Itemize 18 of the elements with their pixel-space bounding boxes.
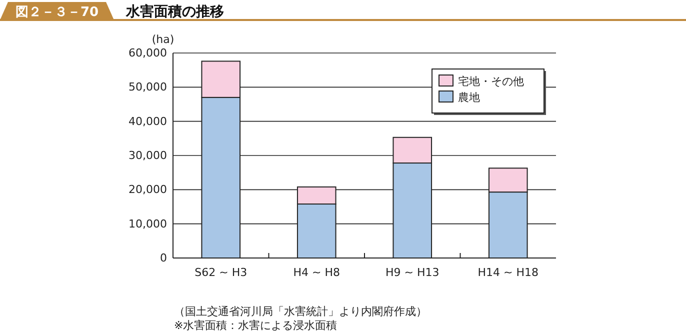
- text: 図２－３－70: [15, 5, 99, 20]
- x-tick-label: H9 ~ H13: [386, 266, 440, 279]
- text: （国土交通省河川局「水害統計」より内閣府作成）: [174, 305, 427, 318]
- y-tick-label: 10,000: [128, 217, 167, 230]
- x-tick-label: H4 ~ H8: [293, 266, 340, 279]
- x-tick-label: S62 ~ H3: [194, 266, 248, 279]
- legend-label: 農地: [458, 91, 480, 104]
- text: ※水害面積：水害による浸水面積: [174, 319, 338, 332]
- y-tick-label: 0: [160, 252, 167, 265]
- y-tick-label: 50,000: [128, 80, 167, 94]
- chart-title: 水害面積の推移: [125, 3, 224, 20]
- x-tick-label: H14 ~ H18: [478, 266, 538, 279]
- y-tick-label: 60,000: [128, 46, 167, 60]
- y-tick-label: 30,000: [128, 149, 167, 162]
- y-tick-label: 40,000: [128, 114, 167, 128]
- legend-label: 宅地・その他: [458, 75, 524, 88]
- y-tick-label: 20,000: [128, 183, 167, 196]
- y-axis-title: (ha): [152, 33, 174, 46]
